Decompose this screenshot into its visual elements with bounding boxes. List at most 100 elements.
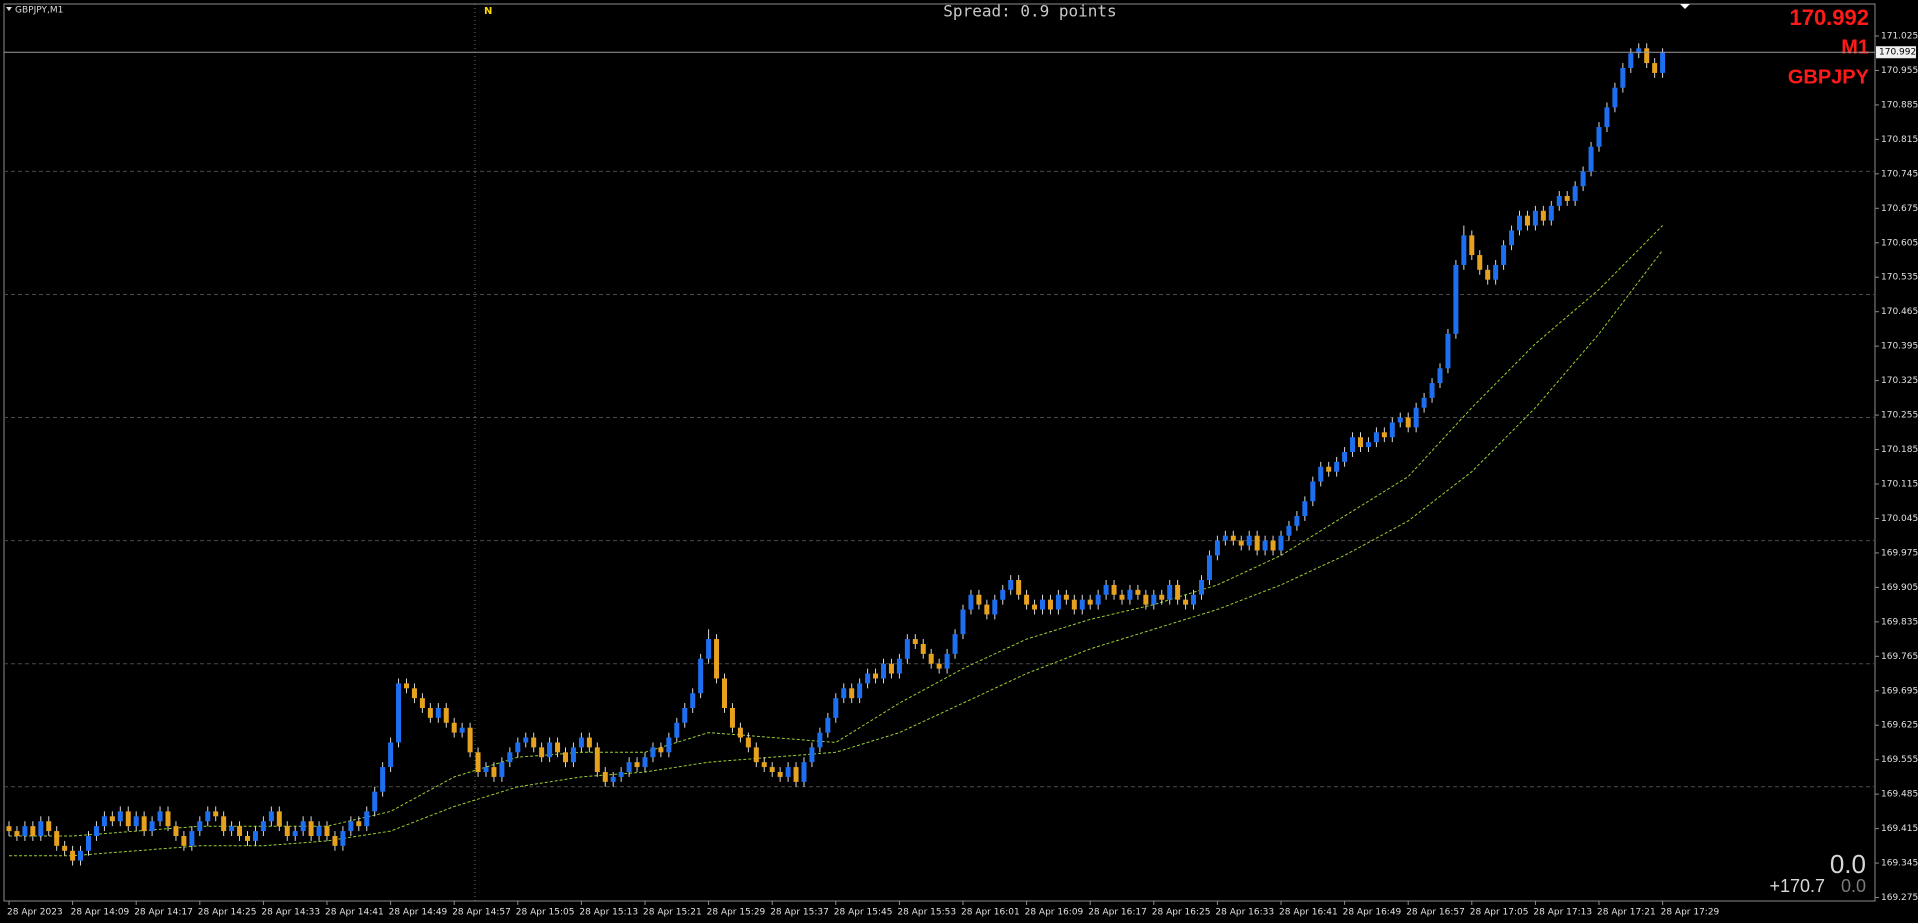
candle-body: [523, 737, 529, 743]
y-tick-label: 169.345: [1881, 859, 1918, 869]
candle-body: [570, 747, 576, 763]
candle-body: [1111, 584, 1117, 595]
candle-body: [1334, 461, 1340, 472]
candle-body: [70, 850, 76, 861]
candle-body: [642, 757, 648, 768]
candle-body: [1421, 397, 1427, 408]
candle-body: [30, 826, 36, 836]
candle-body: [1564, 196, 1570, 201]
candle-body: [1397, 417, 1403, 423]
candle-body: [722, 678, 727, 708]
candle-body: [1620, 68, 1626, 88]
candle-body: [1524, 215, 1530, 226]
candle-body: [634, 762, 640, 768]
candle-body: [920, 644, 926, 654]
candle-body: [117, 811, 123, 822]
candle-body: [841, 688, 847, 699]
candle-body: [1517, 215, 1522, 231]
candle-body: [268, 811, 274, 822]
candle-body: [706, 639, 712, 659]
candle-body: [276, 811, 282, 827]
candle-body: [1477, 255, 1483, 270]
candle-body: [650, 747, 656, 758]
x-tick-label: 28 Apr 14:33: [261, 908, 320, 918]
candle-body: [300, 821, 306, 832]
candle-body: [1254, 535, 1260, 551]
candle-body: [992, 599, 998, 615]
candle-body: [1087, 599, 1093, 605]
candle-body: [46, 821, 52, 832]
x-tick-label: 28 Apr 17:13: [1533, 908, 1592, 918]
x-tick-label: 28 Apr 17:21: [1597, 908, 1656, 918]
x-tick-label: 28 Apr 14:49: [389, 908, 448, 918]
candle-body: [364, 811, 370, 827]
spread-label: Spread: 0.9 points: [943, 2, 1116, 21]
candle-body: [1413, 407, 1419, 428]
candle-body: [1548, 205, 1554, 221]
candle-body: [1230, 535, 1236, 541]
candle-body: [165, 811, 171, 827]
candle-body: [1469, 235, 1475, 256]
candle-body: [173, 826, 179, 836]
candle-body: [316, 826, 322, 836]
candle-body: [205, 811, 211, 822]
candle-body: [1214, 540, 1220, 556]
candle-body: [1572, 186, 1578, 201]
candle-body: [499, 762, 505, 777]
candle-body: [1493, 264, 1499, 280]
candle-body: [1238, 540, 1244, 546]
x-tick-label: 28 Apr 14:09: [71, 908, 130, 918]
candle-body: [109, 816, 115, 822]
x-tick-label: 28 Apr 15:21: [643, 908, 702, 918]
candle-body: [1342, 452, 1348, 462]
candle-body: [419, 698, 425, 708]
candle-body: [411, 688, 417, 699]
candle-body: [578, 737, 584, 748]
candle-body: [229, 826, 235, 832]
candle-body: [1000, 589, 1006, 600]
candle-body: [396, 683, 402, 743]
candle-body: [372, 791, 378, 812]
candle-body: [1278, 535, 1284, 551]
x-tick-label: 28 Apr 14:25: [198, 908, 257, 918]
x-tick-label: 28 Apr 15:45: [834, 908, 893, 918]
candle-body: [1326, 466, 1332, 472]
candle-body: [1652, 63, 1658, 73]
candle-body: [1509, 230, 1515, 246]
bid-box-label: 170.992: [1879, 48, 1916, 58]
candle-body: [54, 831, 60, 846]
y-tick-label: 169.555: [1881, 755, 1918, 765]
y-tick-label: 170.955: [1881, 66, 1918, 76]
candle-body: [801, 762, 807, 782]
candle-body: [944, 653, 950, 669]
candle-body: [6, 826, 12, 832]
candle-body: [594, 747, 600, 772]
candle-body: [912, 639, 918, 644]
y-tick-label: 169.625: [1881, 721, 1918, 731]
candle-body: [1429, 383, 1435, 398]
candle-body: [968, 594, 974, 610]
candle-body: [1350, 437, 1356, 452]
candle-body: [984, 604, 990, 615]
candle-body: [1016, 580, 1022, 595]
symbol-label: GBPJPY,M1: [15, 6, 63, 16]
y-tick-label: 170.675: [1881, 204, 1918, 214]
candle-body: [443, 708, 449, 723]
candle-body: [1532, 210, 1538, 226]
x-tick-label: 28 Apr 16:25: [1152, 908, 1211, 918]
candle-body: [769, 767, 775, 772]
y-tick-label: 170.325: [1881, 376, 1918, 386]
menu-arrow[interactable]: [6, 7, 12, 11]
y-tick-label: 169.485: [1881, 790, 1918, 800]
y-tick-label: 170.605: [1881, 238, 1918, 248]
candle-body: [1453, 264, 1459, 334]
candle-body: [737, 727, 743, 738]
candle-body: [1660, 52, 1666, 73]
candle-body: [197, 821, 203, 832]
x-tick-label: 28 Apr 2023: [7, 908, 63, 918]
candle-body: [745, 737, 751, 748]
candle-body: [1485, 269, 1491, 280]
candle-body: [1604, 107, 1610, 128]
candle-body: [1588, 146, 1594, 172]
